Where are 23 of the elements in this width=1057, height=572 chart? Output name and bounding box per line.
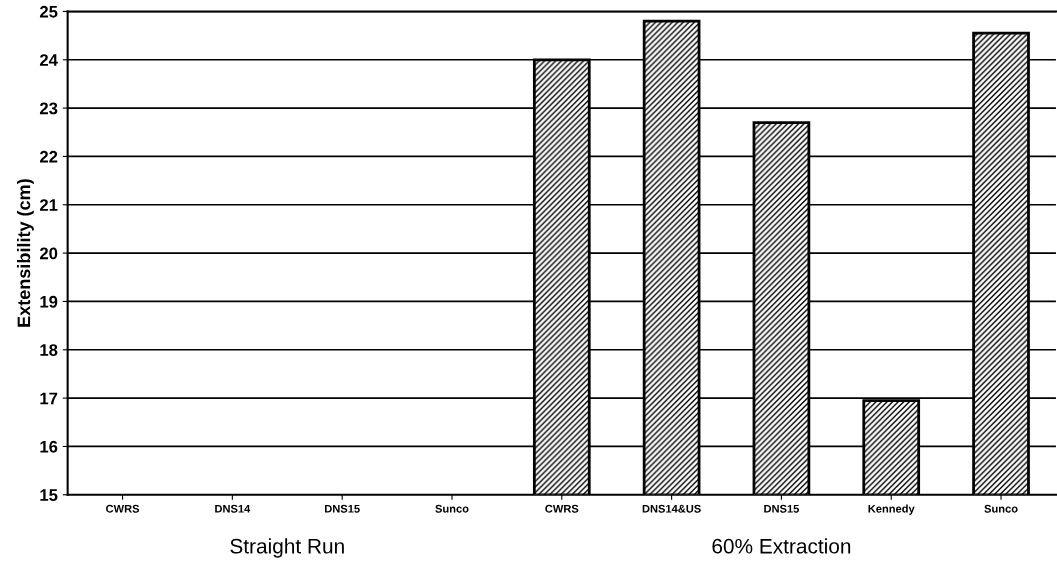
y-tick-label: 15 <box>40 489 58 501</box>
x-tick-label: Kennedy <box>868 504 915 515</box>
x-tick-label: DNS15 <box>764 504 800 513</box>
y-tick-label: 24 <box>39 54 58 66</box>
x-tick-label: CWRS <box>106 504 140 513</box>
y-axis-title: Extensibility (cm) <box>17 179 34 327</box>
y-tick-label: 25 <box>39 5 58 18</box>
y-tick-label: 22 <box>39 150 58 163</box>
text: Straight Run <box>230 538 344 558</box>
y-tick-label: 23 <box>39 102 58 115</box>
y-tick-label: 21 <box>39 199 58 211</box>
x-tick-label: DNS14 <box>215 504 251 513</box>
text: 60% Extraction <box>712 538 851 554</box>
y-tick-label: 16 <box>40 440 58 453</box>
x-tick-label: DNS15 <box>325 504 360 513</box>
x-tick-label: DNS14&US <box>642 504 701 513</box>
y-tick-label: 19 <box>40 295 58 308</box>
x-tick-label: Sunco <box>435 504 469 513</box>
y-tick-label: 17 <box>40 392 58 405</box>
x-tick-label: Sunco <box>984 504 1018 513</box>
x-tick-label: CWRS <box>545 504 579 513</box>
y-tick-label: 18 <box>40 344 58 356</box>
y-tick-label: 20 <box>39 247 58 260</box>
